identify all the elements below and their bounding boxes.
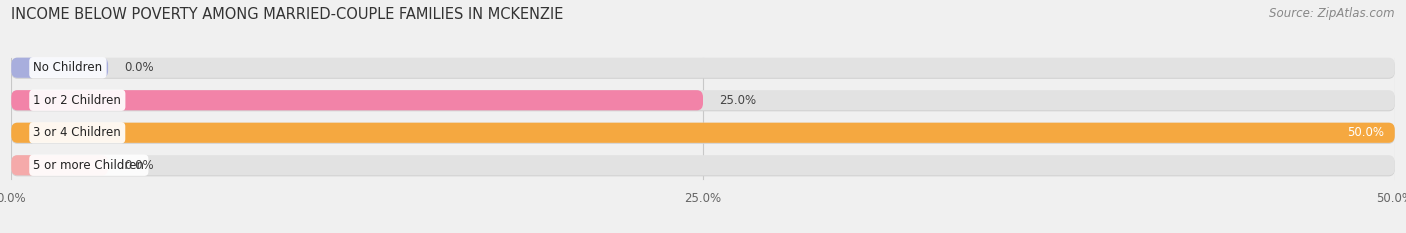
- FancyBboxPatch shape: [11, 123, 1395, 143]
- Text: 0.0%: 0.0%: [125, 61, 155, 74]
- Text: 50.0%: 50.0%: [1347, 126, 1384, 139]
- FancyBboxPatch shape: [11, 90, 703, 110]
- FancyBboxPatch shape: [11, 91, 1395, 111]
- FancyBboxPatch shape: [11, 58, 1395, 78]
- Text: 0.0%: 0.0%: [125, 159, 155, 172]
- FancyBboxPatch shape: [11, 123, 1395, 143]
- Text: Source: ZipAtlas.com: Source: ZipAtlas.com: [1270, 7, 1395, 20]
- FancyBboxPatch shape: [11, 124, 1395, 144]
- FancyBboxPatch shape: [11, 58, 108, 78]
- Text: 5 or more Children: 5 or more Children: [34, 159, 145, 172]
- Text: 25.0%: 25.0%: [720, 94, 756, 107]
- Text: 3 or 4 Children: 3 or 4 Children: [34, 126, 121, 139]
- FancyBboxPatch shape: [11, 155, 108, 175]
- FancyBboxPatch shape: [11, 59, 1395, 79]
- Text: No Children: No Children: [34, 61, 103, 74]
- Text: INCOME BELOW POVERTY AMONG MARRIED-COUPLE FAMILIES IN MCKENZIE: INCOME BELOW POVERTY AMONG MARRIED-COUPL…: [11, 7, 564, 22]
- FancyBboxPatch shape: [11, 156, 1395, 176]
- FancyBboxPatch shape: [11, 155, 1395, 175]
- Text: 1 or 2 Children: 1 or 2 Children: [34, 94, 121, 107]
- FancyBboxPatch shape: [11, 90, 1395, 110]
